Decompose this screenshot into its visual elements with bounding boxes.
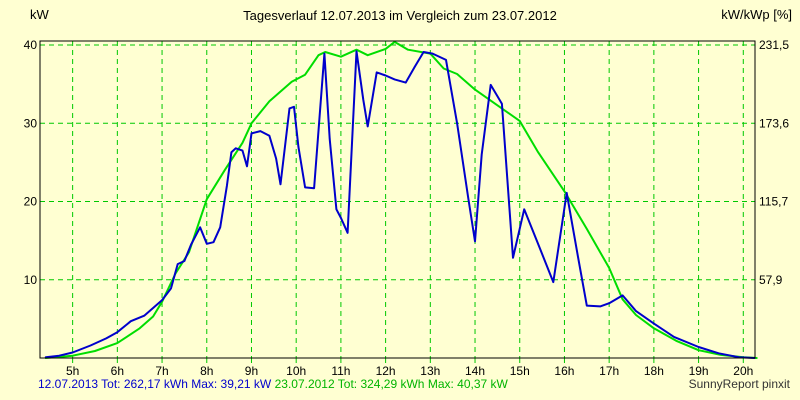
x-tick-label: 10h <box>286 364 306 378</box>
y-right-tick-label: 173,6 <box>759 116 789 130</box>
legend-series-2013: 12.07.2013 Tot: 262,17 kWh Max: 39,21 kW <box>38 377 272 391</box>
x-tick-label: 11h <box>331 364 350 378</box>
x-tick-label: 9h <box>245 364 258 378</box>
x-tick-label: 8h <box>200 364 213 378</box>
y-right-tick-label: 231,5 <box>759 38 789 52</box>
series-line-12.07.2013 <box>44 50 756 359</box>
x-tick-label: 12h <box>376 364 396 378</box>
y-right-tick-label: 57,9 <box>759 273 783 287</box>
x-tick-label: 18h <box>644 364 664 378</box>
credit-label: SunnyReport pinxit <box>688 377 790 391</box>
x-tick-label: 6h <box>111 364 124 378</box>
y-left-tick-label: 30 <box>24 116 38 130</box>
x-tick-label: 16h <box>554 364 574 378</box>
x-tick-label: 15h <box>510 364 530 378</box>
y-right-tick-label: 115,7 <box>759 195 788 209</box>
x-tick-label: 7h <box>155 364 168 378</box>
y-left-tick-label: 20 <box>24 195 38 209</box>
y-left-tick-label: 40 <box>24 38 38 52</box>
x-tick-label: 20h <box>733 364 753 378</box>
x-tick-label: 14h <box>465 364 485 378</box>
legend-series-2012: 23.07.2012 Tot: 324,29 kWh Max: 40,37 kW <box>274 377 508 391</box>
y-left-tick-label: 10 <box>24 273 38 287</box>
x-tick-label: 19h <box>689 364 709 378</box>
chart-legend: 12.07.2013 Tot: 262,17 kWh Max: 39,21 kW… <box>38 377 508 391</box>
series-line-23.07.2012 <box>44 40 758 359</box>
left-axis-unit-label: kW <box>30 7 49 22</box>
x-tick-label: 17h <box>599 364 619 378</box>
right-axis-unit-label: kW/kWp [%] <box>721 7 792 22</box>
x-tick-label: 5h <box>66 364 79 378</box>
chart-title: Tagesverlauf 12.07.2013 im Vergleich zum… <box>243 8 557 23</box>
plot-frame <box>39 40 756 359</box>
x-tick-label: 13h <box>420 364 440 378</box>
